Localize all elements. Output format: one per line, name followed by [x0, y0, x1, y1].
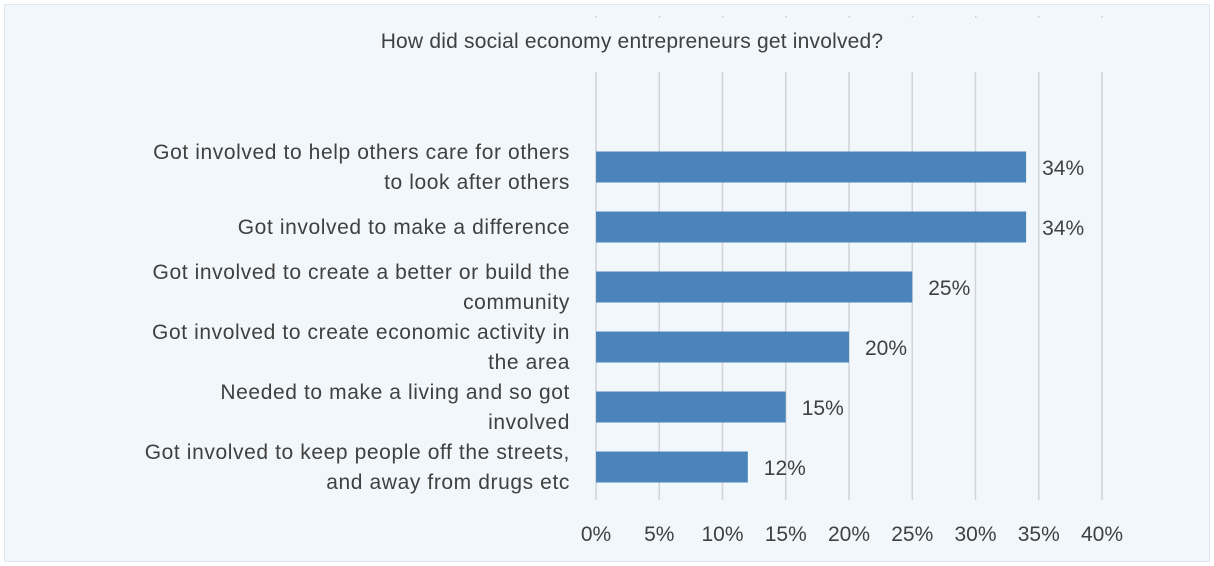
x-tick-label: 30%	[954, 523, 996, 546]
x-tick-label: 15%	[765, 523, 807, 546]
top-tick-dot	[911, 16, 914, 18]
bar	[596, 391, 786, 423]
x-tick-label: 25%	[891, 523, 933, 546]
top-tick-dot	[722, 16, 724, 18]
category-label: Got involved to help others care for oth…	[153, 141, 570, 194]
top-tick-dot	[1038, 16, 1040, 18]
category-label: Got involved to create a better or build…	[153, 261, 570, 314]
x-tick-label: 20%	[828, 523, 870, 546]
data-label: 34%	[1042, 217, 1084, 240]
category-label: Needed to make a living and so got involv…	[220, 381, 570, 434]
category-label: Got involved to keep people off the stre…	[145, 441, 570, 494]
chart-title: How did social economy entrepreneurs get…	[380, 30, 884, 53]
top-tick-dot	[595, 16, 597, 18]
category-label: Got involved to make a difference	[238, 216, 570, 239]
top-tick-dot	[975, 16, 977, 18]
bar	[596, 451, 748, 483]
top-tick-dot	[848, 16, 850, 18]
data-label: 20%	[865, 337, 907, 360]
top-tick-dot	[785, 16, 787, 18]
x-tick-label: 35%	[1018, 523, 1060, 546]
data-label: 12%	[764, 457, 806, 480]
top-tick-dot	[658, 16, 661, 18]
data-label: 34%	[1042, 157, 1084, 180]
bar	[596, 151, 1027, 183]
bar	[596, 211, 1027, 243]
data-label: 25%	[928, 277, 970, 300]
top-tick-dot	[1101, 16, 1103, 18]
x-tick-label: 0%	[581, 523, 611, 546]
x-tick-label: 40%	[1081, 523, 1123, 546]
x-tick-label: 5%	[644, 523, 674, 546]
data-label: 15%	[802, 397, 844, 420]
x-tick-label: 10%	[701, 523, 743, 546]
category-label: Got involved to create economic activity…	[152, 321, 570, 374]
bar	[596, 331, 849, 363]
bar	[596, 271, 913, 303]
